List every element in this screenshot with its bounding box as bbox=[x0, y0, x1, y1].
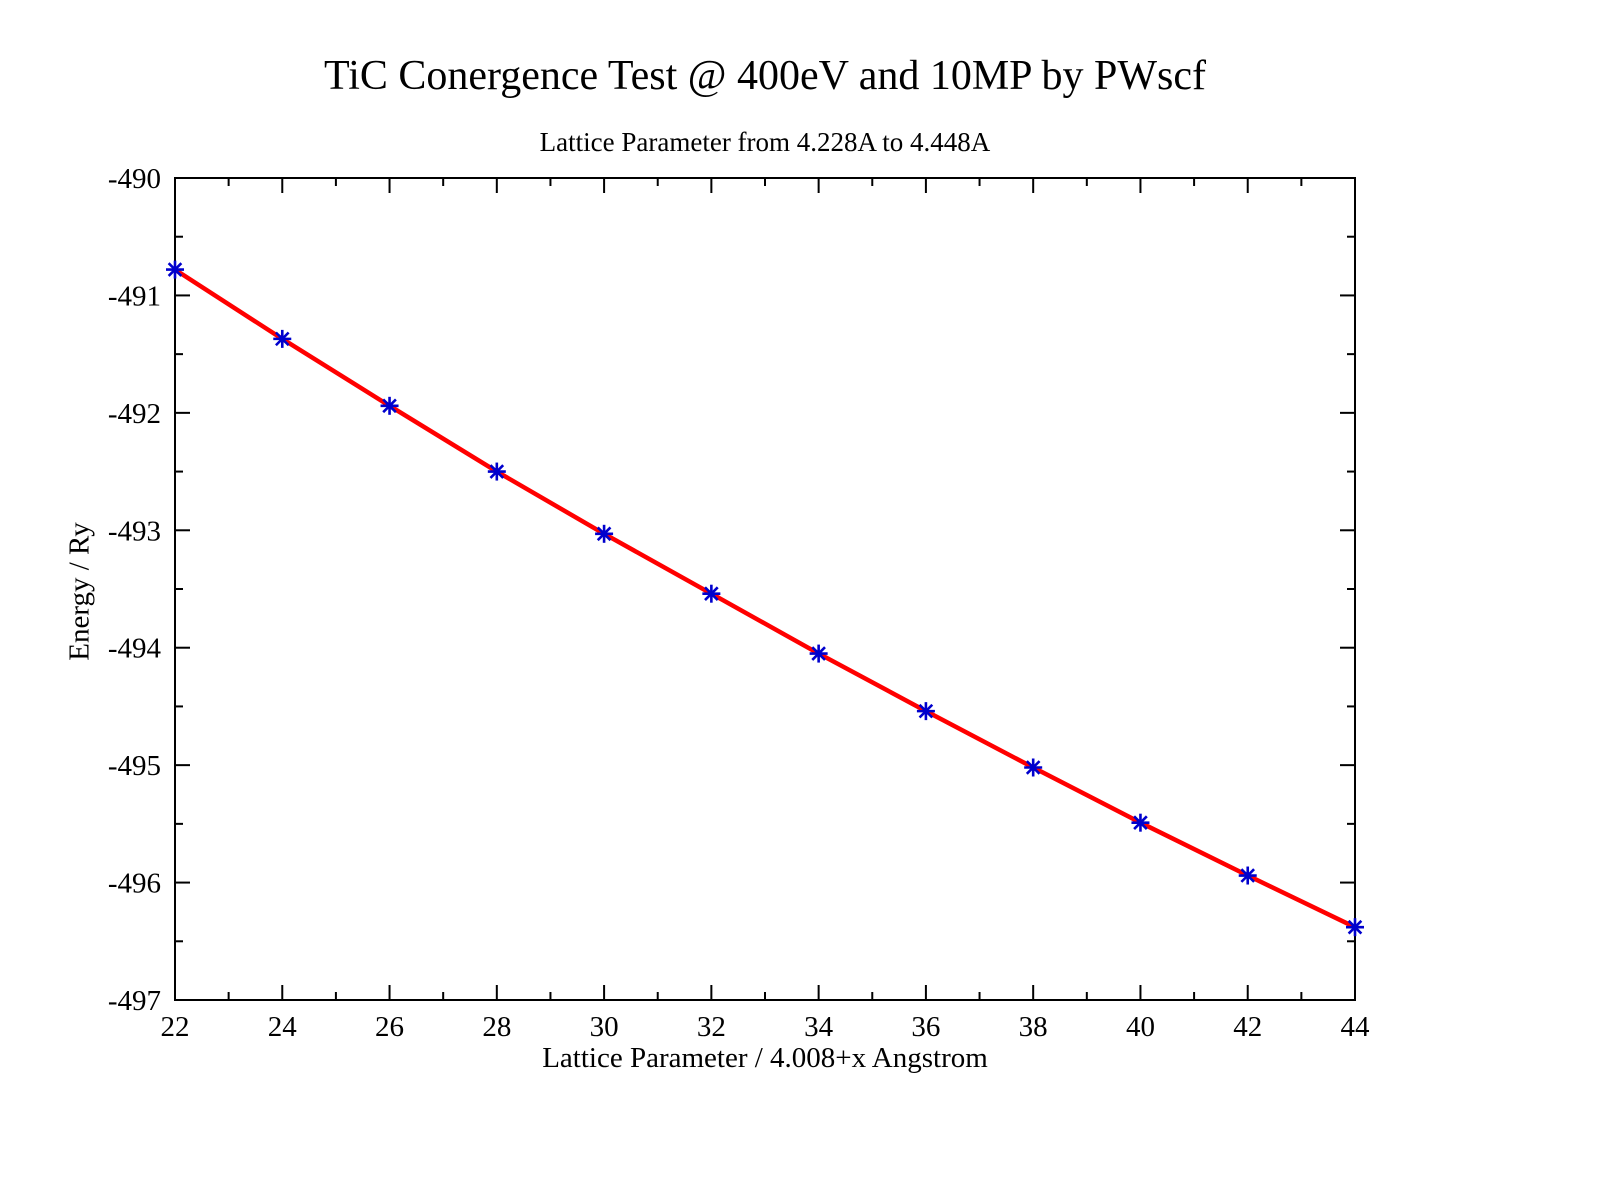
x-axis-label: Lattice Parameter / 4.008+x Angstrom bbox=[542, 1042, 988, 1074]
x-tick-label: 40 bbox=[1126, 1011, 1155, 1043]
y-tick-label: -497 bbox=[108, 985, 161, 1017]
x-tick-label: 42 bbox=[1233, 1011, 1262, 1043]
data-point-marker bbox=[380, 396, 399, 415]
x-tick-label: 28 bbox=[482, 1011, 511, 1043]
data-point-marker bbox=[1131, 813, 1150, 832]
x-tick-label: 22 bbox=[161, 1011, 190, 1043]
x-tick-label: 30 bbox=[590, 1011, 619, 1043]
y-tick-label: -491 bbox=[108, 280, 161, 312]
x-tick-label: 26 bbox=[375, 1011, 404, 1043]
data-point-marker bbox=[273, 329, 292, 348]
chart-title: TiC Conergence Test @ 400eV and 10MP by … bbox=[324, 53, 1206, 99]
data-point-marker bbox=[1346, 918, 1364, 937]
data-point-marker bbox=[1024, 758, 1043, 777]
y-tick-label: -496 bbox=[108, 868, 161, 900]
chart-subtitle: Lattice Parameter from 4.228A to 4.448A bbox=[539, 127, 991, 157]
x-tick-label: 32 bbox=[697, 1011, 726, 1043]
data-point-marker bbox=[702, 584, 721, 603]
y-tick-label: -490 bbox=[108, 163, 161, 195]
data-point-marker bbox=[809, 644, 828, 663]
data-point-marker bbox=[916, 702, 935, 721]
data-point-marker bbox=[166, 260, 184, 279]
y-tick-label: -492 bbox=[108, 398, 161, 430]
x-tick-label: 44 bbox=[1341, 1011, 1371, 1043]
x-tick-label: 34 bbox=[804, 1011, 834, 1043]
x-tick-label: 38 bbox=[1019, 1011, 1048, 1043]
y-tick-label: -493 bbox=[108, 515, 161, 547]
plot-border bbox=[174, 177, 1356, 1001]
x-tick-label: 36 bbox=[911, 1011, 940, 1043]
data-point-marker bbox=[595, 524, 614, 543]
data-point-marker bbox=[1238, 866, 1257, 885]
data-point-marker bbox=[487, 462, 506, 481]
y-tick-label: -495 bbox=[108, 750, 161, 782]
x-tick-label: 24 bbox=[268, 1011, 298, 1043]
y-tick-label: -494 bbox=[108, 633, 162, 665]
data-line bbox=[172, 267, 1358, 930]
